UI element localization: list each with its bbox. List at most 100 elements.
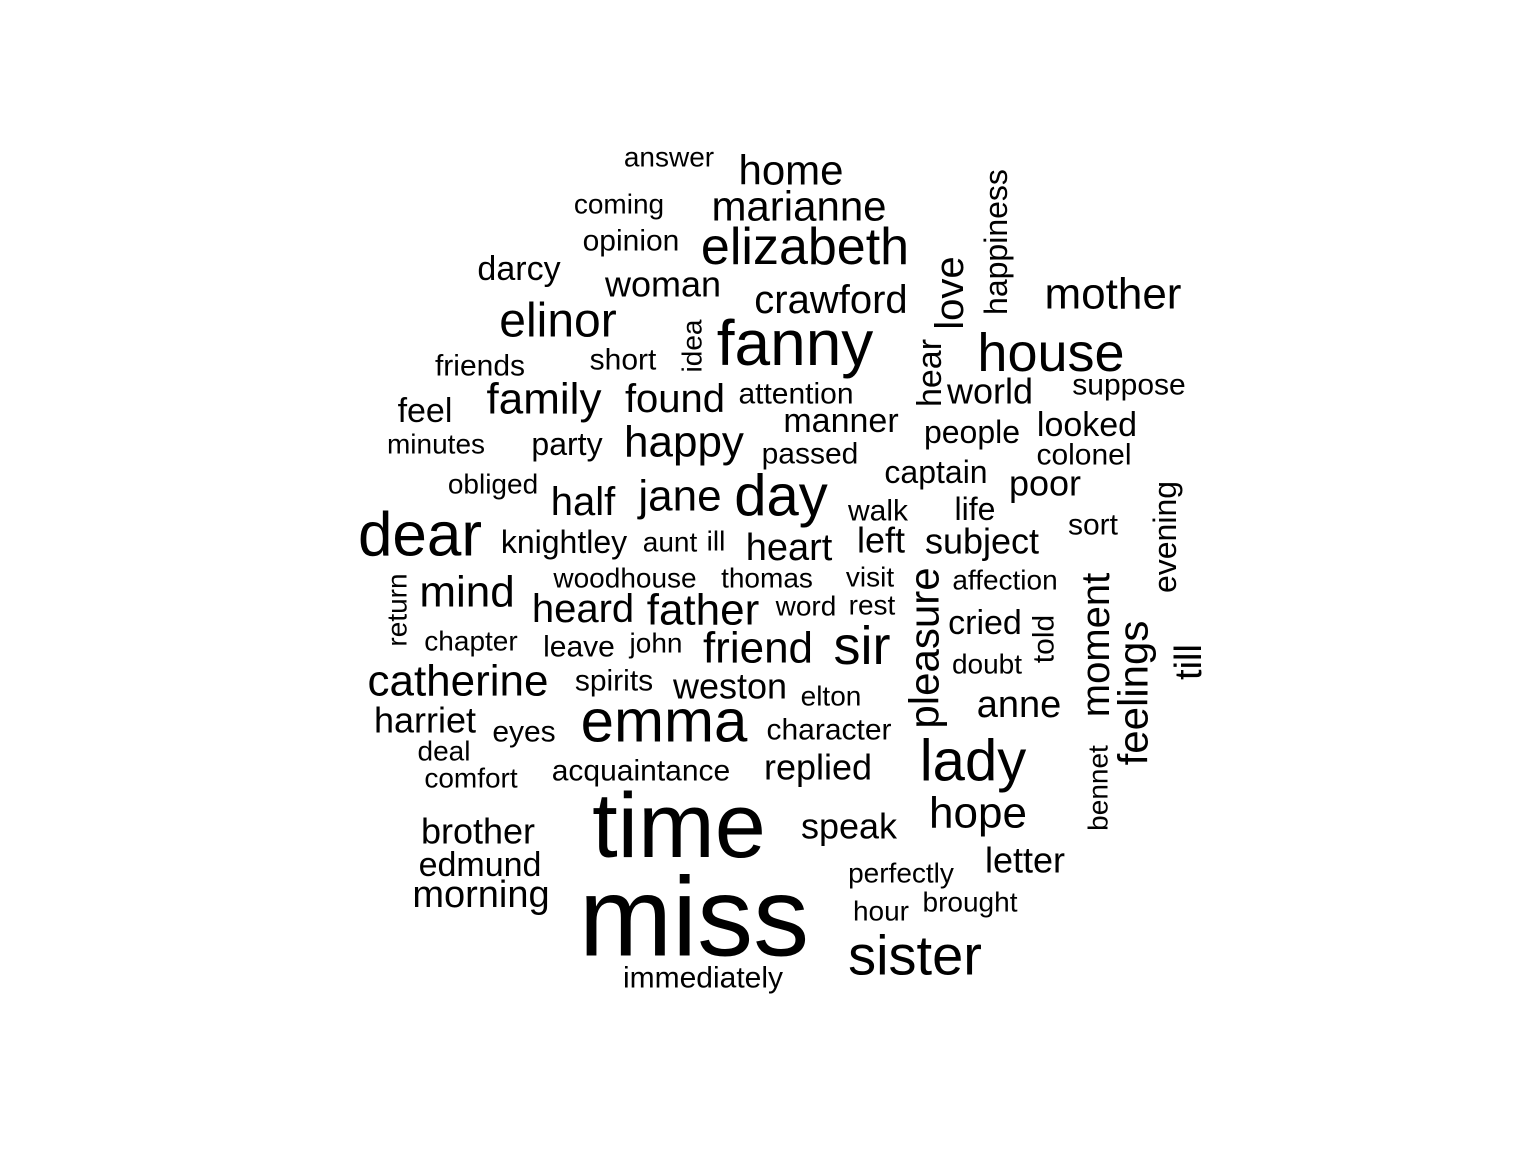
word-eyes: eyes [492, 716, 555, 749]
word-day: day [734, 464, 828, 529]
word-half: half [551, 480, 616, 524]
word-short: short [590, 344, 657, 377]
word-brought: brought [923, 887, 1018, 918]
word-obliged: obliged [448, 469, 538, 500]
word-family: family [487, 375, 602, 424]
word-morning: morning [412, 874, 549, 916]
word-elizabeth: elizabeth [701, 218, 909, 276]
word-happiness: happiness [978, 169, 1014, 315]
word-sort: sort [1068, 509, 1119, 542]
word-told: told [1028, 615, 1061, 663]
word-world: world [946, 371, 1033, 412]
word-attention: attention [738, 378, 853, 411]
word-woman: woman [604, 264, 721, 305]
word-evening: evening [1147, 481, 1183, 593]
word-dear: dear [358, 501, 482, 570]
word-speak: speak [801, 806, 898, 847]
word-hope: hope [929, 789, 1027, 838]
word-knightley: knightley [501, 524, 627, 560]
word-thomas: thomas [721, 563, 813, 594]
word-captain: captain [884, 454, 987, 490]
word-heart: heart [746, 527, 833, 569]
word-cried: cried [948, 604, 1022, 642]
word-heard: heard [532, 587, 634, 631]
word-time: time [592, 775, 766, 877]
word-home: home [738, 147, 843, 194]
word-elton: elton [801, 681, 862, 712]
word-mother: mother [1045, 270, 1182, 319]
word-minutes: minutes [387, 429, 485, 460]
word-answer: answer [624, 142, 714, 173]
word-deal: deal [418, 736, 471, 767]
word-suppose: suppose [1072, 369, 1185, 402]
word-house: house [977, 323, 1124, 383]
word-word: word [775, 591, 837, 622]
word-brother: brother [421, 811, 535, 852]
word-sister: sister [848, 924, 982, 987]
word-crawford: crawford [754, 278, 907, 322]
word-doubt: doubt [952, 649, 1022, 680]
word-catherine: catherine [367, 657, 548, 706]
word-friend: friend [703, 624, 813, 673]
word-perfectly: perfectly [848, 858, 954, 889]
word-marianne: marianne [711, 183, 886, 230]
word-people: people [924, 414, 1020, 450]
word-left: left [857, 520, 905, 561]
word-friends: friends [435, 350, 525, 383]
word-feel: feel [398, 392, 453, 430]
word-pleasure: pleasure [901, 567, 948, 728]
word-ill: ill [707, 526, 726, 557]
word-lady: lady [920, 729, 1026, 794]
word-jane: jane [636, 472, 721, 521]
word-sir: sir [834, 616, 891, 676]
word-till: till [1168, 644, 1210, 680]
word-bennet: bennet [1083, 745, 1114, 831]
word-father: father [647, 586, 760, 635]
word-subject: subject [925, 521, 1039, 562]
word-edmund: edmund [419, 846, 542, 884]
word-affection: affection [952, 565, 1057, 596]
word-immediately: immediately [623, 962, 783, 995]
word-coming: coming [574, 189, 664, 220]
word-miss: miss [579, 855, 809, 980]
word-hear: hear [911, 339, 949, 407]
word-feelings: feelings [1110, 621, 1157, 766]
word-manner: manner [783, 402, 898, 440]
word-moment: moment [1074, 573, 1118, 718]
word-replied: replied [764, 747, 872, 788]
word-weston: weston [672, 666, 787, 707]
word-colonel: colonel [1036, 439, 1131, 472]
word-walk: walk [847, 495, 909, 528]
word-idea: idea [677, 319, 708, 372]
word-looked: looked [1037, 406, 1137, 444]
word-comfort: comfort [424, 763, 518, 794]
word-darcy: darcy [477, 250, 560, 288]
word-fanny: fanny [717, 307, 874, 379]
word-opinion: opinion [583, 225, 680, 258]
word-visit: visit [846, 562, 894, 593]
word-emma: emma [581, 688, 748, 755]
word-spirits: spirits [575, 665, 653, 698]
word-happy: happy [624, 418, 744, 467]
word-mind: mind [419, 568, 514, 617]
word-leave: leave [543, 631, 615, 664]
word-elinor: elinor [499, 295, 616, 348]
word-party: party [531, 426, 602, 462]
word-chapter: chapter [424, 626, 517, 657]
word-aunt: aunt [643, 527, 698, 558]
word-life: life [955, 491, 996, 527]
word-found: found [625, 377, 725, 421]
word-return: return [382, 573, 413, 646]
word-love: love [928, 256, 972, 329]
word-anne: anne [977, 684, 1062, 726]
word-woodhouse: woodhouse [552, 563, 696, 594]
word-acquaintance: acquaintance [552, 755, 730, 788]
word-harriet: harriet [374, 700, 476, 741]
word-rest: rest [849, 590, 896, 621]
word-letter: letter [985, 840, 1065, 881]
word-john: john [629, 628, 683, 659]
word-character: character [766, 714, 891, 747]
word-poor: poor [1009, 463, 1081, 504]
word-passed: passed [762, 438, 859, 471]
